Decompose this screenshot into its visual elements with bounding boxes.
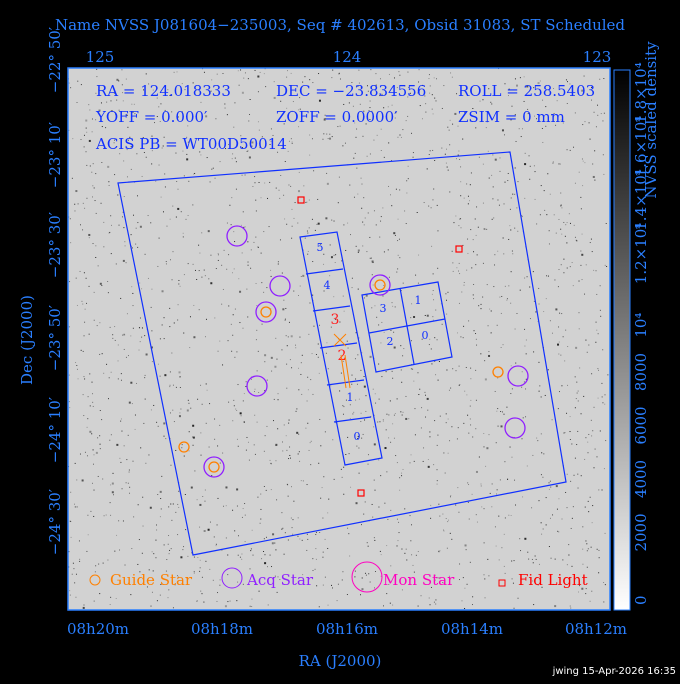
legend-label: Fid Light <box>518 571 588 589</box>
colorbar-tick-label: 1.6×10⁴ <box>632 116 650 178</box>
left-tick-label: −23° 30′ <box>46 211 64 278</box>
colorbar-tick-label: 1.4×10⁴ <box>632 169 650 231</box>
legend-symbol <box>351 561 383 593</box>
footer: jwing 15-Apr-2026 16:35 <box>552 666 676 677</box>
guide-stars <box>178 279 504 473</box>
legend-symbol <box>89 574 101 586</box>
left-tick-label: −23° 10′ <box>46 121 64 188</box>
bottom-tick-label: 08h14m <box>441 620 503 638</box>
info-text: ROLL = 258.5403 <box>458 82 595 100</box>
legend-label: Mon Star <box>383 571 455 589</box>
chip-label: 3 <box>380 302 387 315</box>
left-tick-label: −24° 10′ <box>46 396 64 463</box>
top-tick-label: 125 <box>86 48 115 66</box>
colorbar-tick-label: 1.8×10⁴ <box>632 62 650 124</box>
colorbar-tick-label: 2000 <box>632 513 650 551</box>
info-text: RA = 124.018333 <box>96 82 231 100</box>
title: Name NVSS J081604−235003, Seq # 402613, … <box>55 16 625 34</box>
chip-label: 0 <box>422 329 429 342</box>
x-axis-label: RA (J2000) <box>299 652 382 670</box>
info-text: ZOFF = 0.0000′ <box>276 108 398 126</box>
info-text: YOFF = 0.000′ <box>95 108 208 126</box>
chip-label: 1 <box>347 391 354 404</box>
colorbar-tick-label: 6000 <box>632 406 650 444</box>
chip-label: 1 <box>415 294 422 307</box>
sky-noise <box>68 68 609 609</box>
info-text: ACIS PB = WT00D50014 <box>95 135 287 153</box>
chip-label: 5 <box>317 241 324 254</box>
colorbar-tick-label: 1.2×10⁴ <box>632 223 650 285</box>
colorbar-tick-label: 4000 <box>632 460 650 498</box>
fid-lights <box>297 196 463 497</box>
info-text: ZSIM = 0 mm <box>458 108 565 126</box>
colorbar-tick-label: 10⁴ <box>632 313 650 338</box>
legend-label: Acq Star <box>246 571 314 589</box>
chip-label: 0 <box>354 430 361 443</box>
bottom-tick-label: 08h20m <box>67 620 129 638</box>
acis-s <box>299 231 383 466</box>
bottom-tick-label: 08h18m <box>191 620 253 638</box>
info-text: DEC = −23.834556 <box>276 82 426 100</box>
legend-symbol <box>221 567 243 589</box>
colorbar-label: NVSS scaled density <box>642 41 660 199</box>
chip-label: 4 <box>324 279 331 292</box>
colorbar-tick-label: 8000 <box>632 353 650 391</box>
aimpoint <box>333 333 351 389</box>
field-of-view <box>117 151 567 556</box>
top-tick-label: 124 <box>333 48 362 66</box>
left-tick-label: −23° 50′ <box>46 304 64 371</box>
colorbar <box>613 69 631 611</box>
colorbar-tick-label: 0 <box>632 595 650 605</box>
legend-symbol <box>498 579 506 587</box>
plot-frame <box>67 67 611 611</box>
top-tick-label: 123 <box>583 48 612 66</box>
chip-label: 2 <box>338 348 347 364</box>
left-tick-label: −24° 30′ <box>46 488 64 555</box>
acis-i <box>361 281 453 373</box>
left-tick-label: −22° 50′ <box>46 26 64 93</box>
acq-stars <box>203 225 529 478</box>
y-axis-label: Dec (J2000) <box>18 295 36 385</box>
legend-label: Guide Star <box>110 571 193 589</box>
bottom-tick-label: 08h12m <box>565 620 627 638</box>
chip-label: 2 <box>387 335 394 348</box>
bottom-tick-label: 08h16m <box>316 620 378 638</box>
chip-label: 3 <box>331 312 340 328</box>
